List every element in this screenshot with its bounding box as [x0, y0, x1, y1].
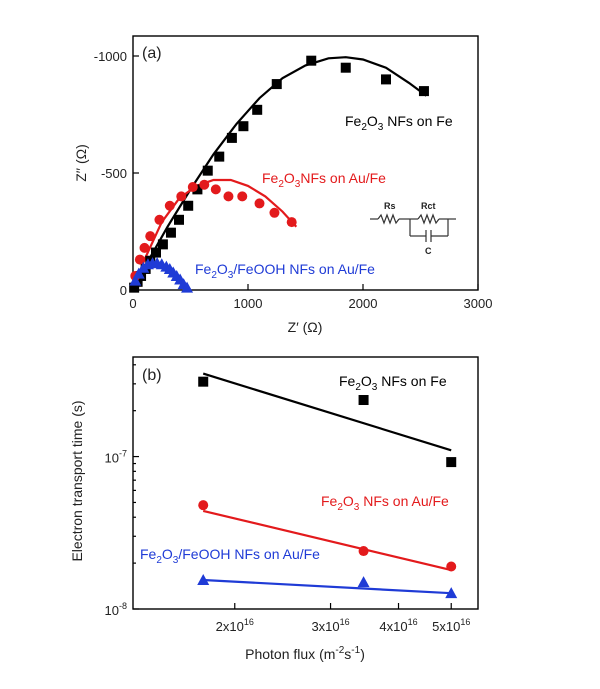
panel-b-point-series-3: [197, 573, 210, 585]
panel-a-point-series-2: [237, 191, 248, 202]
panel-a-x-axis: 0 1000 2000 3000: [129, 284, 492, 311]
circuit-label-rs: Rs: [384, 201, 396, 211]
panel-a-point-series-2: [286, 217, 297, 228]
panel-b-x-axis: 2x1016 3x1016 4x1016 5x1016: [216, 603, 470, 634]
panel-b-y-axis-label: Electron transport time (s): [69, 400, 85, 561]
panel-a-x-tick-label: 2000: [349, 296, 378, 311]
panel-a-y-axis-label: Z′′ (Ω): [73, 144, 89, 181]
panel-b-frame: [132, 356, 479, 610]
circuit-label-rct: Rct: [421, 201, 436, 211]
panel-a-point-series-2: [223, 191, 234, 202]
panel-a-frame: [132, 35, 479, 291]
panel-a-x-axis-label: Z′ (Ω): [288, 319, 323, 335]
panel-b-fit-line-series-1: [202, 372, 452, 452]
panel-b-fit-line-series-3: [203, 578, 452, 595]
panel-a-point-series-2: [164, 200, 175, 211]
panel-a-point-series-3: [181, 281, 194, 293]
panel-a-point-series-2: [134, 254, 145, 265]
panel-a-point-series-2: [269, 207, 280, 218]
panel-a-point-series-1: [418, 86, 429, 97]
panel-b-label-series-2: Fe2O3 NFs on Au/Fe: [321, 493, 449, 513]
panel-a-point-series-3: [132, 267, 145, 279]
panel-a-point-series-1: [271, 79, 282, 90]
panel-b-x-tick-label: 5x1016: [432, 617, 470, 634]
panel-a-point-series-2: [187, 182, 198, 193]
panel-b-x-tick-label: 3x1016: [311, 617, 349, 634]
panel-a-point-series-2: [199, 179, 210, 190]
panel-a-point-series-2: [139, 242, 150, 253]
panel-b-y-tick-label: 10-7: [105, 449, 127, 466]
panel-a-point-series-3: [129, 274, 142, 286]
panel-a-point-series-1: [238, 121, 249, 132]
panel-b-label: (b): [142, 367, 162, 384]
panel-b-point-series-2: [198, 500, 209, 511]
panel-a-fit-line-series-2: [131, 178, 298, 291]
panel-a-point-series-2: [176, 191, 187, 202]
panel-a-point-series-1: [174, 214, 184, 225]
panel-a-label-series-3: Fe2O3/FeOOH NFs on Au/Fe: [195, 261, 375, 281]
panel-a-point-series-1: [226, 132, 237, 143]
panel-b-x-tick-label: 2x1016: [216, 617, 254, 634]
panel-b-point-series-1: [198, 376, 209, 387]
panel-a-point-series-1: [306, 55, 317, 66]
equivalent-circuit-inset: Rs Rct C: [370, 201, 456, 256]
panel-a-point-series-1: [202, 165, 213, 176]
panel-a-point-series-1: [157, 239, 168, 250]
panel-b-label-series-1: Fe2O3 NFs on Fe: [339, 373, 447, 393]
panel-a-point-series-1: [183, 200, 194, 211]
panel-a-point-series-1: [145, 255, 156, 266]
panel-a-y-tick-label: 0: [120, 283, 127, 298]
panel-b-x-tick-label: 4x1016: [379, 617, 417, 634]
panel-a-point-series-1: [340, 62, 351, 73]
panel-b-point-series-2: [446, 561, 457, 572]
panel-a: (a) 0 1000 2000 3000 0 -500 -1000 Z′ (Ω) Z′′ …: [73, 35, 492, 335]
panel-b-fit-lines: [202, 372, 452, 595]
panel-a-point-series-1: [252, 104, 263, 115]
panel-b-point-series-2: [358, 546, 369, 557]
panel-a-x-tick-label: 3000: [464, 296, 493, 311]
panel-a-x-tick-label: 0: [129, 296, 136, 311]
panel-a-fit-line-series-1: [132, 56, 427, 291]
panel-a-point-series-2: [210, 184, 221, 195]
panel-a-y-tick-label: -1000: [94, 49, 127, 64]
panel-a-data-points: [129, 55, 429, 293]
panel-b-label-series-3: Fe2O3/FeOOH NFs on Au/Fe: [140, 546, 320, 566]
panel-b-point-series-3: [357, 576, 370, 588]
panel-b-y-axis: 10-8 10-7: [105, 364, 139, 618]
panel-b-point-series-1: [358, 395, 369, 406]
panel-a-label-series-2: Fe2O3NFs on Au/Fe: [262, 170, 386, 190]
panel-a-point-series-1: [165, 227, 176, 238]
panel-a-point-series-2: [154, 214, 165, 225]
panel-a-point-series-1: [151, 247, 161, 258]
panel-a-label-series-1: Fe2O3 NFs on Fe: [345, 113, 453, 133]
panel-b-point-series-3: [445, 587, 458, 599]
panel-b-fit-line-series-2: [202, 509, 452, 572]
panel-a-point-series-2: [145, 231, 156, 242]
panel-a-y-tick-label: -500: [101, 166, 127, 181]
resistor-rct-symbol: [417, 213, 440, 225]
panel-b: (b) 2x1016 3x1016 4x1016 5x1016 10-8 10-7 Ph…: [69, 356, 479, 662]
panel-a-x-tick-label: 1000: [234, 296, 263, 311]
panel-b-data-points: [197, 376, 458, 599]
panel-a-y-axis: 0 -500 -1000: [94, 49, 139, 298]
panel-a-point-series-1: [192, 184, 203, 195]
panel-a-point-series-1: [129, 282, 140, 293]
panel-a-point-series-2: [254, 198, 265, 209]
panel-a-label: (a): [142, 45, 162, 62]
panel-b-x-axis-label: Photon flux (m-2s-1): [245, 645, 365, 662]
panel-a-point-series-1: [214, 151, 225, 162]
circuit-label-c: C: [425, 246, 432, 256]
panel-b-y-tick-label: 10-8: [105, 601, 127, 618]
resistor-rs-symbol: [377, 213, 400, 225]
panel-b-point-series-1: [446, 457, 457, 468]
panel-a-point-series-1: [381, 74, 391, 85]
